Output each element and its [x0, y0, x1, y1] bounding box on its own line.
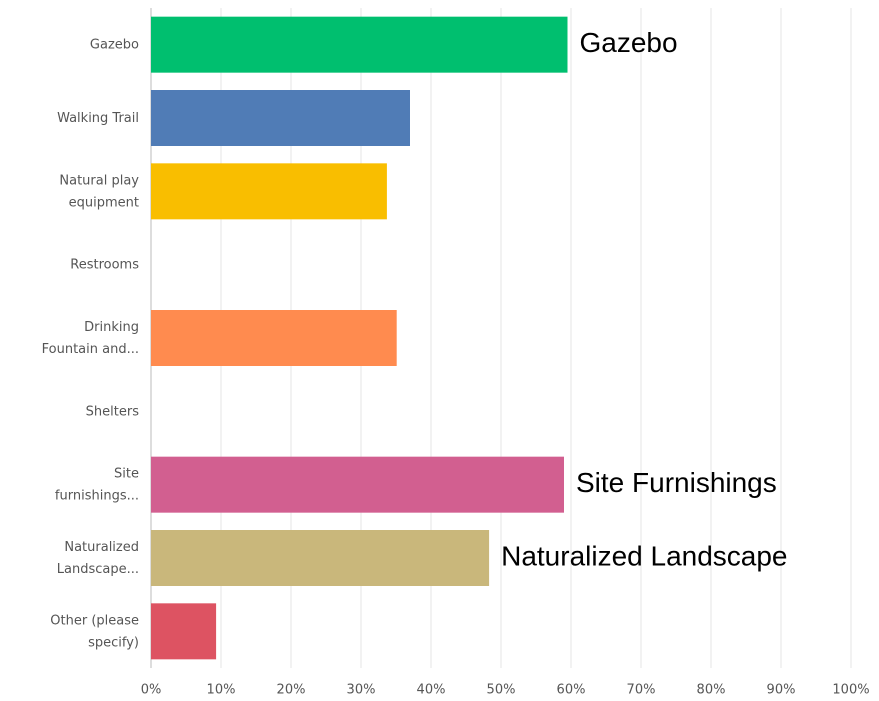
y-tick-label: Restrooms	[70, 257, 139, 272]
label-line: Naturalized	[64, 540, 139, 555]
label-line: Landscape...	[57, 562, 139, 577]
x-tick-label: 0%	[141, 683, 162, 698]
label-line: Site	[114, 466, 139, 481]
annotation: Site Furnishings	[576, 467, 777, 498]
y-tick-label: Walking Trail	[57, 111, 139, 126]
x-tick-label: 60%	[557, 683, 586, 698]
label-line: Drinking	[84, 320, 139, 335]
annotation: Gazebo	[580, 27, 678, 58]
label-line: Restrooms	[70, 257, 139, 272]
y-tick-label: Natural play equipment	[59, 173, 139, 210]
label-line: Fountain and...	[42, 342, 139, 357]
y-tick-label: Drinking Fountain and...	[42, 320, 139, 357]
bar	[151, 163, 387, 220]
bar	[151, 456, 564, 513]
bar	[151, 90, 410, 146]
y-tick-label: Gazebo	[90, 37, 139, 52]
label-line: Natural play	[59, 173, 139, 188]
x-tick-label: 80%	[697, 683, 726, 698]
label-line: furnishings...	[55, 488, 139, 503]
bar	[151, 603, 217, 660]
label-line: Walking Trail	[57, 111, 139, 126]
x-tick-label: 70%	[627, 683, 656, 698]
x-tick-label: 50%	[487, 683, 516, 698]
bar	[151, 530, 490, 586]
annotation: Naturalized Landscape	[501, 540, 787, 571]
y-tick-label: Shelters	[86, 404, 140, 419]
label-line: Shelters	[86, 404, 140, 419]
x-tick-label: 100%	[832, 683, 869, 698]
y-tick-label: Naturalized Landscape...	[57, 540, 139, 577]
x-tick-label: 20%	[277, 683, 306, 698]
label-line: Other (please	[50, 613, 139, 628]
y-tick-label: Site furnishings...	[55, 466, 139, 503]
label-line: equipment	[69, 195, 139, 210]
bar	[151, 16, 568, 73]
label-line: Gazebo	[90, 37, 139, 52]
bar	[151, 310, 397, 366]
y-tick-label: Other (please specify)	[50, 613, 139, 650]
x-tick-label: 10%	[207, 683, 236, 698]
label-line: specify)	[88, 635, 139, 650]
x-tick-label: 30%	[347, 683, 376, 698]
x-tick-label: 40%	[417, 683, 446, 698]
x-tick-label: 90%	[767, 683, 796, 698]
